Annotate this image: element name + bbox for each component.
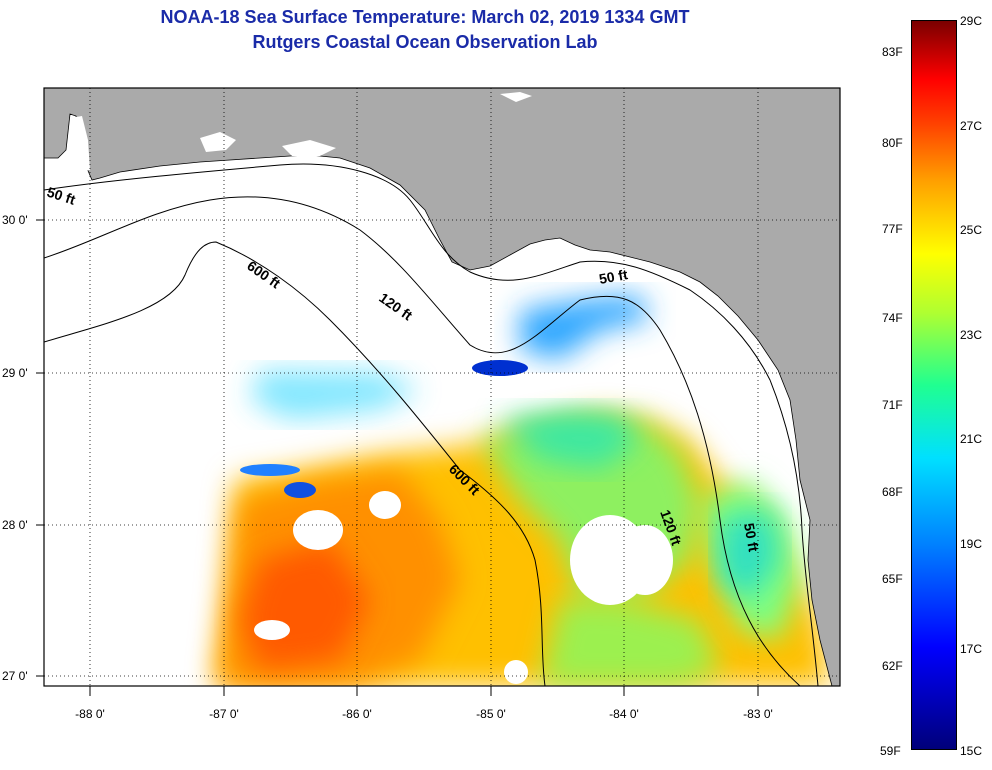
sst-data-layer [215, 295, 830, 686]
latitude-labels: 30 0' 29 0' 28 0' 27 0' [2, 213, 28, 683]
land-mass [44, 88, 840, 686]
pensacola-bay [200, 132, 236, 152]
colorbar-c-label: 17C [960, 642, 983, 656]
lon-label: -88 0' [75, 707, 105, 721]
lon-label: -85 0' [476, 707, 506, 721]
lat-label: 30 0' [2, 213, 28, 227]
colorbar-c-label: 29C [960, 14, 983, 28]
colorbar-f-label: 59F [880, 744, 901, 758]
lon-label: -83 0' [743, 707, 773, 721]
lake-patch [500, 92, 532, 102]
contour-120ft [44, 196, 801, 686]
contour-600ft [44, 241, 546, 686]
lon-label: -87 0' [209, 707, 239, 721]
colorbar-c-label: 15C [960, 744, 983, 758]
map-title: NOAA-18 Sea Surface Temperature: March 0… [160, 7, 690, 27]
lat-label: 27 0' [2, 669, 28, 683]
lon-label: -84 0' [609, 707, 639, 721]
map-frame [43, 87, 841, 687]
longitude-labels: -88 0' -87 0' -86 0' -85 0' -84 0' -83 0… [75, 707, 773, 721]
contour-label-50ft-east: 50 ft [598, 266, 629, 287]
choctawhatchee-bay [282, 140, 336, 156]
colorbar-f-label: 80F [882, 136, 903, 150]
contour-label-50ft-south: 50 ft [741, 522, 762, 553]
colorbar-f-label: 83F [882, 45, 903, 59]
colorbar-c-label: 21C [960, 432, 983, 446]
colorbar-f-label: 65F [882, 572, 903, 586]
colorbar-f-label: 68F [882, 485, 903, 499]
colorbar-c-label: 27C [960, 119, 983, 133]
axis-ticks [36, 219, 759, 696]
lat-label: 29 0' [2, 366, 28, 380]
graticule [44, 88, 840, 686]
colorbar-f-label: 77F [882, 222, 903, 236]
lon-label: -86 0' [342, 707, 372, 721]
colorbar-c-label: 25C [960, 223, 983, 237]
colorbar-f-label: 74F [882, 311, 903, 325]
map-subtitle: Rutgers Coastal Ocean Observation Lab [252, 32, 598, 52]
colorbar-f-label: 71F [882, 398, 903, 412]
colorbar-c-label: 19C [960, 537, 983, 551]
contour-50ft [44, 163, 819, 686]
bathymetry-contours [44, 163, 819, 686]
mobile-bay [70, 116, 90, 172]
colorbar-f-label: 62F [882, 659, 903, 673]
temperature-colorbar [911, 20, 957, 750]
colorbar-c-label: 23C [960, 328, 983, 342]
lat-label: 28 0' [2, 518, 28, 532]
